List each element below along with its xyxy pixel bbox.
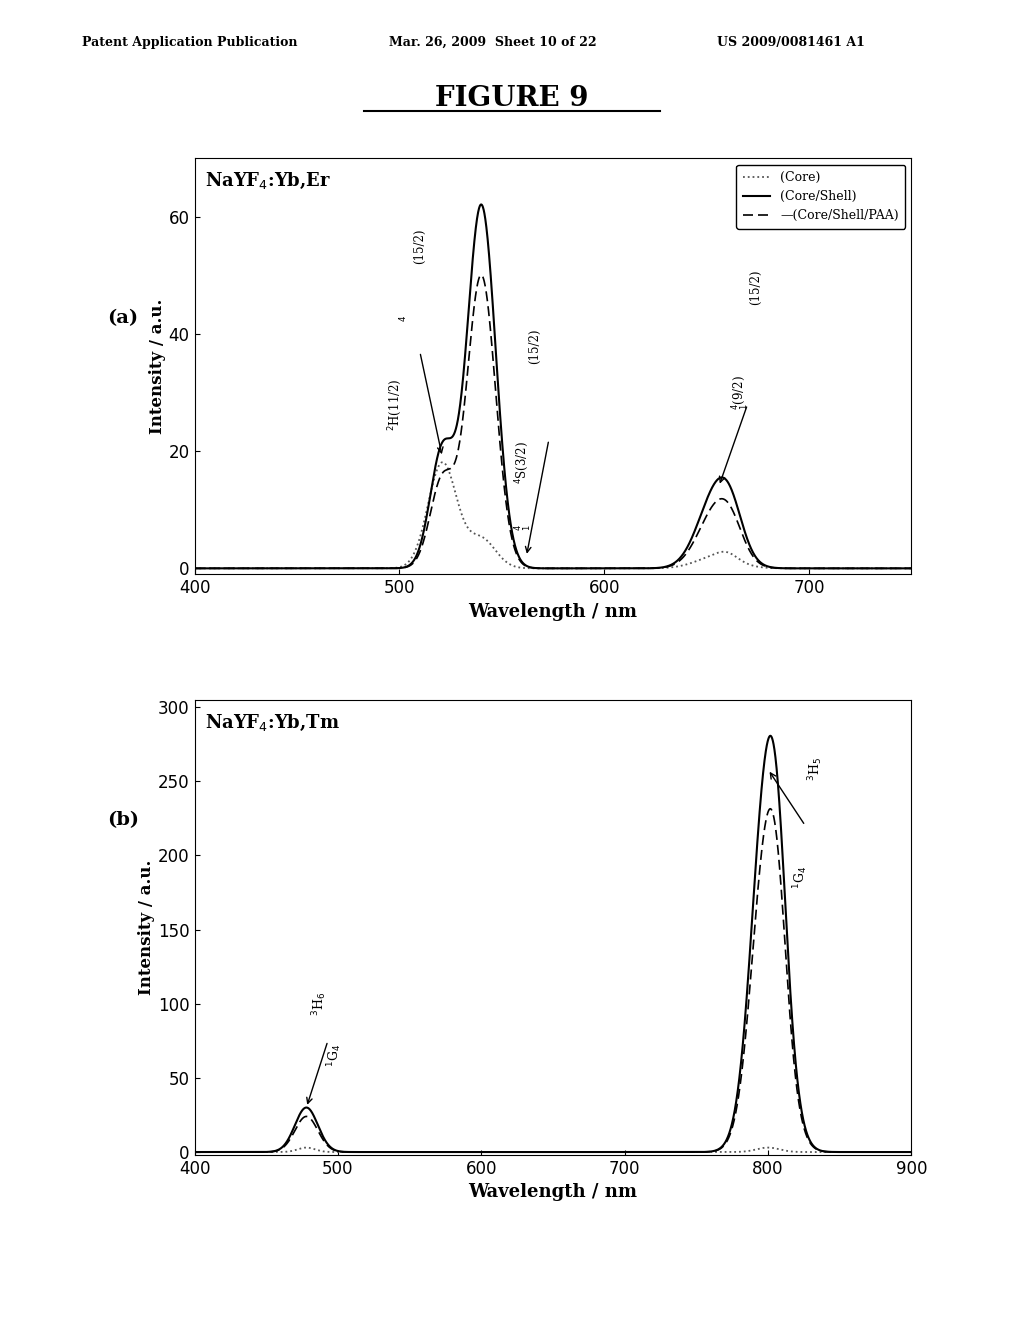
Y-axis label: Intensity / a.u.: Intensity / a.u.: [138, 859, 156, 995]
Text: $^4_1$: $^4_1$: [514, 524, 535, 531]
Y-axis label: Intensity / a.u.: Intensity / a.u.: [148, 298, 166, 434]
Text: (15/2): (15/2): [750, 269, 762, 305]
Text: $^2$H(11/2): $^2$H(11/2): [386, 378, 404, 430]
Text: US 2009/0081461 A1: US 2009/0081461 A1: [717, 36, 864, 49]
Text: $^3$H$_5$: $^3$H$_5$: [806, 758, 824, 781]
Text: FIGURE 9: FIGURE 9: [435, 86, 589, 112]
Text: $^4_1$(9/2): $^4_1$(9/2): [731, 375, 752, 411]
X-axis label: Wavelength / nm: Wavelength / nm: [468, 1184, 638, 1201]
Text: $^4$: $^4$: [399, 315, 412, 322]
Text: Mar. 26, 2009  Sheet 10 of 22: Mar. 26, 2009 Sheet 10 of 22: [389, 36, 597, 49]
Legend: (Core), (Core/Shell), —(Core/Shell/PAA): (Core), (Core/Shell), —(Core/Shell/PAA): [736, 165, 905, 228]
Text: (b): (b): [108, 810, 139, 829]
Text: NaYF$_4$:Yb,Er: NaYF$_4$:Yb,Er: [205, 170, 332, 191]
Text: $^4$S(3/2): $^4$S(3/2): [513, 441, 531, 484]
Text: $^1$G$_4$: $^1$G$_4$: [792, 866, 810, 890]
Text: Patent Application Publication: Patent Application Publication: [82, 36, 297, 49]
Text: $^3$H$_6$: $^3$H$_6$: [310, 991, 329, 1015]
Text: NaYF$_4$:Yb,Tm: NaYF$_4$:Yb,Tm: [205, 713, 340, 734]
Text: (15/2): (15/2): [414, 228, 426, 264]
Text: (15/2): (15/2): [528, 329, 541, 363]
Text: (a): (a): [108, 309, 138, 327]
X-axis label: Wavelength / nm: Wavelength / nm: [468, 603, 638, 620]
Text: $^1$G$_4$: $^1$G$_4$: [326, 1044, 344, 1067]
